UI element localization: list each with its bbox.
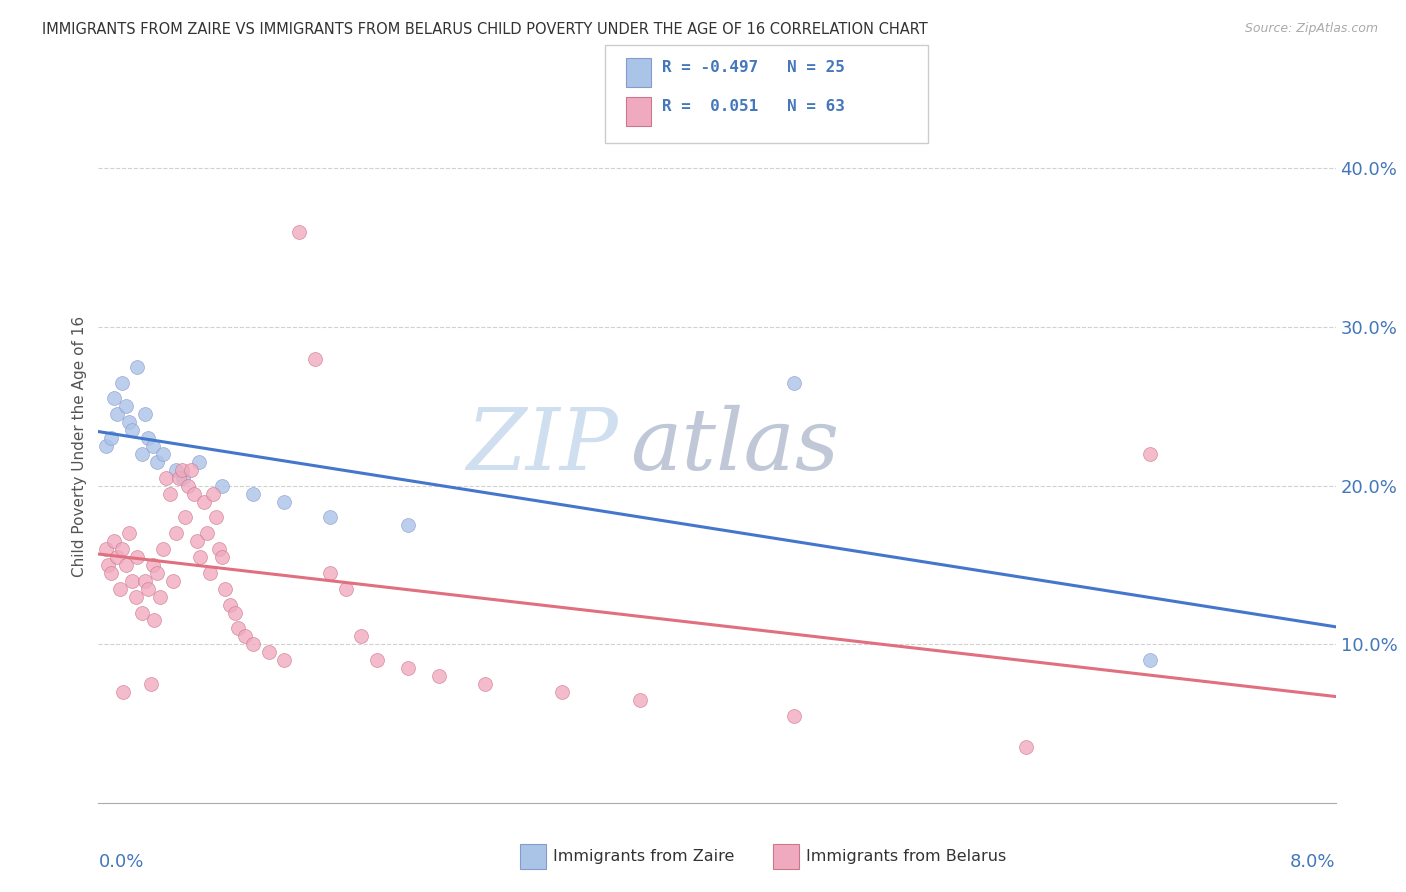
Point xyxy=(188,455,211,469)
Point xyxy=(136,431,159,445)
Point xyxy=(396,661,419,675)
Point xyxy=(159,486,181,500)
Point xyxy=(195,526,218,541)
Point xyxy=(783,708,806,723)
Point xyxy=(180,463,202,477)
Text: R =  0.051   N = 63: R = 0.051 N = 63 xyxy=(662,99,845,114)
Point xyxy=(273,494,295,508)
Point xyxy=(155,471,177,485)
Point xyxy=(165,526,187,541)
Point xyxy=(96,439,118,453)
Point xyxy=(288,225,311,239)
Point xyxy=(242,637,264,651)
Point xyxy=(273,653,295,667)
Point xyxy=(177,478,200,492)
Point xyxy=(141,439,165,453)
Point xyxy=(167,471,190,485)
Point xyxy=(108,582,131,596)
Point xyxy=(112,685,135,699)
Point xyxy=(474,677,496,691)
Point xyxy=(551,685,574,699)
Point xyxy=(115,558,138,572)
Point xyxy=(127,359,149,374)
Point xyxy=(205,510,228,524)
Point xyxy=(146,455,169,469)
Point xyxy=(118,415,141,429)
Point xyxy=(115,400,138,414)
Point xyxy=(165,463,187,477)
Point xyxy=(211,549,233,564)
Point xyxy=(172,471,194,485)
Point xyxy=(127,549,149,564)
Point xyxy=(152,447,174,461)
Point xyxy=(224,606,246,620)
Point xyxy=(111,376,132,390)
Point xyxy=(208,542,231,557)
Point xyxy=(226,621,249,635)
Text: Immigrants from Belarus: Immigrants from Belarus xyxy=(806,849,1005,863)
Point xyxy=(1015,740,1038,755)
Point xyxy=(219,598,242,612)
Point xyxy=(319,566,342,580)
Point xyxy=(162,574,184,588)
Point xyxy=(319,510,342,524)
Point xyxy=(139,677,162,691)
Point xyxy=(141,558,165,572)
Text: ZIP: ZIP xyxy=(467,405,619,487)
Point xyxy=(134,407,156,421)
Y-axis label: Child Poverty Under the Age of 16: Child Poverty Under the Age of 16 xyxy=(72,316,87,576)
Point xyxy=(121,574,143,588)
Point xyxy=(335,582,357,596)
Point xyxy=(186,534,208,549)
Point xyxy=(628,692,651,706)
Point xyxy=(143,614,166,628)
Point xyxy=(350,629,373,643)
Text: R = -0.497   N = 25: R = -0.497 N = 25 xyxy=(662,60,845,75)
Point xyxy=(233,629,257,643)
Point xyxy=(131,606,153,620)
Point xyxy=(103,534,125,549)
Point xyxy=(105,549,128,564)
Point xyxy=(124,590,146,604)
Point xyxy=(242,486,264,500)
Point xyxy=(174,510,197,524)
Point xyxy=(183,486,205,500)
Point xyxy=(1139,447,1161,461)
Point xyxy=(201,486,224,500)
Point xyxy=(149,590,172,604)
Text: Source: ZipAtlas.com: Source: ZipAtlas.com xyxy=(1244,22,1378,36)
Text: IMMIGRANTS FROM ZAIRE VS IMMIGRANTS FROM BELARUS CHILD POVERTY UNDER THE AGE OF : IMMIGRANTS FROM ZAIRE VS IMMIGRANTS FROM… xyxy=(42,22,928,37)
Point xyxy=(100,431,122,445)
Point xyxy=(131,447,153,461)
Text: atlas: atlas xyxy=(630,405,839,487)
Point xyxy=(97,558,120,572)
Point xyxy=(170,463,193,477)
Point xyxy=(214,582,236,596)
Point xyxy=(146,566,169,580)
Point xyxy=(152,542,174,557)
Point xyxy=(427,669,450,683)
Point xyxy=(121,423,143,437)
Point xyxy=(103,392,125,406)
Point xyxy=(211,478,233,492)
Point xyxy=(193,494,215,508)
Point xyxy=(96,542,118,557)
Text: 0.0%: 0.0% xyxy=(98,853,143,871)
Point xyxy=(198,566,221,580)
Text: 8.0%: 8.0% xyxy=(1291,853,1336,871)
Point xyxy=(136,582,159,596)
Text: Immigrants from Zaire: Immigrants from Zaire xyxy=(553,849,734,863)
Point xyxy=(1139,653,1161,667)
Point xyxy=(100,566,122,580)
Point xyxy=(304,351,326,366)
Point xyxy=(134,574,156,588)
Point xyxy=(783,376,806,390)
Point xyxy=(118,526,141,541)
Point xyxy=(257,645,280,659)
Point xyxy=(366,653,388,667)
Point xyxy=(105,407,128,421)
Point xyxy=(190,549,212,564)
Point xyxy=(396,518,419,533)
Point xyxy=(111,542,132,557)
